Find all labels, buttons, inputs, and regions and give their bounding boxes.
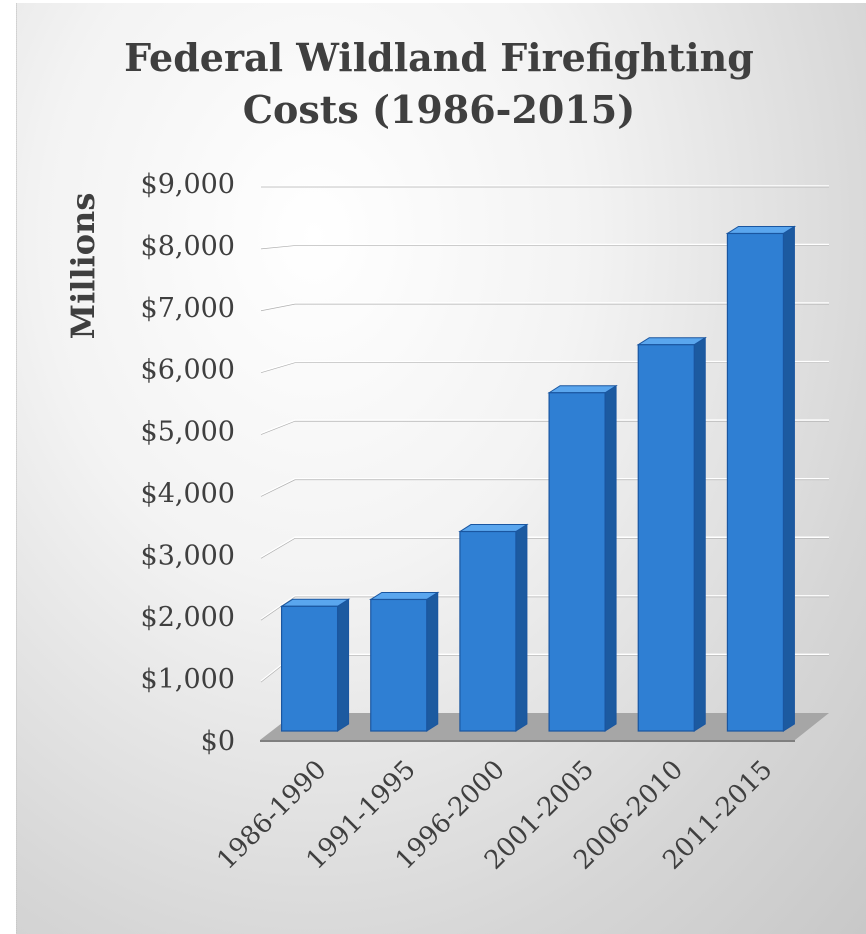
- bar-side: [337, 598, 350, 732]
- chart-area: $0 $1,000 $2,000 $3,000 $4,000 $5,000 $6,000 $7…: [16, 3, 866, 934]
- bar-front: [548, 392, 606, 732]
- bars: [279, 225, 797, 732]
- bar: [725, 225, 797, 732]
- bar-top: [279, 598, 351, 607]
- bar: [279, 598, 351, 732]
- bar: [458, 523, 529, 732]
- bar-top: [725, 225, 797, 234]
- gridline: [260, 243, 829, 249]
- y-tick-label: $6,000: [141, 355, 235, 386]
- y-tick-label: $3,000: [141, 540, 235, 571]
- bar-top: [547, 385, 618, 394]
- bar-side: [693, 336, 706, 732]
- bar: [369, 591, 440, 732]
- y-axis-ticks: $0 $1,000 $2,000 $3,000 $4,000 $5,000 $6,000 $7…: [141, 169, 235, 757]
- y-tick-label: $8,000: [141, 231, 235, 262]
- bar-front: [726, 232, 785, 732]
- bar-top: [636, 337, 707, 346]
- bar-front: [280, 605, 339, 732]
- bar: [547, 384, 618, 732]
- bar: [636, 336, 707, 732]
- y-tick-label: $2,000: [141, 602, 235, 633]
- chart-title-line-1: Federal Wildland Firefighting: [124, 35, 754, 80]
- bar-side: [782, 225, 795, 732]
- x-axis-ticks: 1986-19901991-19951996-20002001-20052006…: [212, 755, 779, 876]
- y-tick-label: $4,000: [141, 478, 235, 509]
- y-tick-label: $5,000: [141, 417, 235, 448]
- bar-front: [637, 344, 695, 732]
- bar-top: [458, 524, 529, 533]
- chart-title-line-2: Costs (1986-2015): [243, 87, 635, 132]
- bar-side: [604, 384, 617, 732]
- y-axis-label: Millions: [64, 193, 102, 340]
- bar-chart: $0 $1,000 $2,000 $3,000 $4,000 $5,000 $6,000 $7…: [64, 35, 829, 876]
- gridline-shadow: [260, 303, 829, 312]
- y-tick-label: $9,000: [141, 169, 235, 200]
- bar-side: [515, 523, 528, 732]
- bar-front: [370, 598, 428, 732]
- gridline-shadow: [260, 245, 829, 250]
- gridline: [260, 302, 829, 311]
- y-tick-label: $1,000: [141, 664, 235, 695]
- bar-side: [426, 591, 439, 732]
- bar-front: [459, 530, 517, 732]
- bar-top: [369, 591, 440, 600]
- y-tick-label: $0: [201, 726, 235, 757]
- y-tick-label: $7,000: [141, 293, 235, 324]
